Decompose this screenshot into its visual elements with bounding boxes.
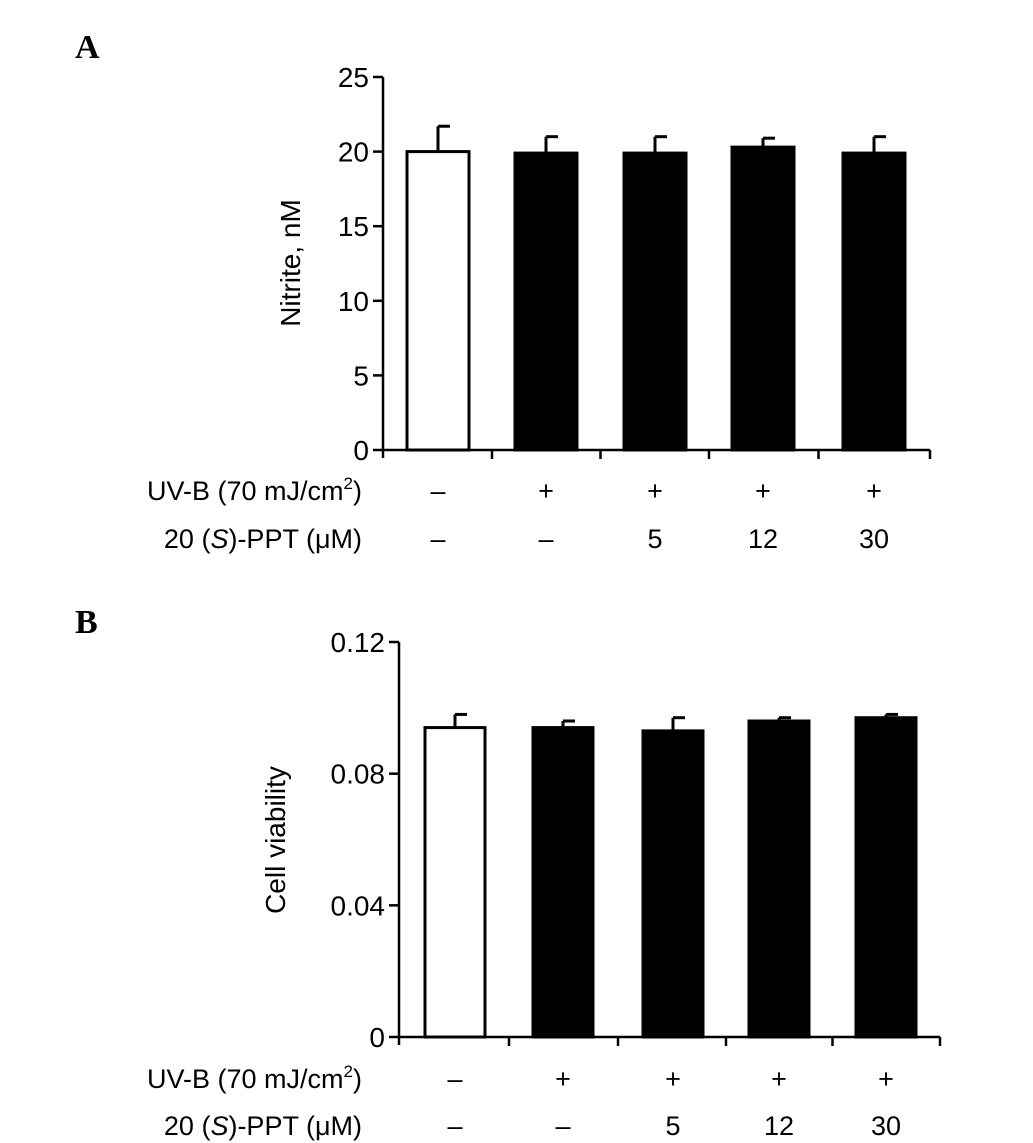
condition-row-label: UV-B (70 mJ/cm2)	[147, 1062, 362, 1094]
condition-value: –	[430, 476, 445, 506]
bar	[423, 726, 487, 1039]
condition-label-text: UV-B (70 mJ/cm	[147, 1064, 344, 1094]
y-tick-label: 0	[353, 435, 369, 466]
condition-label-superscript: 2	[344, 474, 353, 493]
bar	[531, 726, 595, 1039]
condition-value: +	[878, 1064, 894, 1094]
condition-label-end: )	[353, 476, 362, 506]
condition-value: –	[447, 1064, 462, 1094]
y-tick-label: 5	[353, 360, 369, 391]
y-axis-label: Cell viability	[260, 766, 291, 914]
y-tick-label: 0.04	[331, 890, 386, 921]
panel-letter: B	[75, 604, 98, 641]
condition-row-label: UV-B (70 mJ/cm2)	[147, 474, 362, 506]
bar	[405, 150, 471, 452]
y-tick-label: 0.08	[331, 759, 386, 790]
condition-value: –	[447, 1111, 462, 1141]
condition-label-suffix: )-PPT (μM)	[228, 1111, 362, 1141]
bar	[513, 151, 579, 452]
bar	[622, 151, 688, 452]
condition-value: 30	[859, 524, 889, 554]
bar	[841, 151, 907, 452]
bar	[730, 145, 796, 452]
condition-label-suffix: )-PPT (μM)	[228, 524, 362, 554]
y-tick-label: 0.12	[331, 627, 386, 658]
condition-value: –	[555, 1111, 570, 1141]
condition-label-prefix: 20 (	[164, 1111, 211, 1141]
condition-value: +	[538, 476, 554, 506]
y-tick-label: 15	[338, 211, 369, 242]
condition-value: +	[866, 476, 882, 506]
condition-value: +	[771, 1064, 787, 1094]
bar	[641, 729, 705, 1039]
bar	[747, 719, 811, 1039]
condition-value: +	[555, 1064, 571, 1094]
y-tick-label: 25	[338, 62, 369, 93]
condition-label-superscript: 2	[344, 1062, 353, 1081]
y-axis-label: Nitrite, nM	[275, 199, 306, 327]
panel-letter: A	[75, 29, 100, 66]
y-tick-label: 0	[369, 1022, 385, 1053]
condition-value: 5	[665, 1111, 680, 1141]
condition-row-label: 20 (S)-PPT (μM)	[164, 524, 362, 554]
condition-value: 30	[871, 1111, 901, 1141]
y-tick-label: 10	[338, 286, 369, 317]
condition-value: –	[430, 524, 445, 554]
condition-label-prefix: 20 (	[164, 524, 211, 554]
condition-label-end: )	[353, 1064, 362, 1094]
condition-label-text: UV-B (70 mJ/cm	[147, 476, 344, 506]
condition-label-italic: S	[210, 524, 228, 554]
condition-value: +	[665, 1064, 681, 1094]
y-tick-label: 20	[338, 137, 369, 168]
condition-label-italic: S	[210, 1111, 228, 1141]
condition-value: 12	[764, 1111, 794, 1141]
bar	[854, 716, 918, 1039]
panel-b: B Cell viability 0 0.04 0.08 0.12 UV-B (70 mJ/…	[75, 604, 942, 1141]
condition-value: 12	[748, 524, 778, 554]
condition-value: +	[755, 476, 771, 506]
condition-value: –	[538, 524, 553, 554]
condition-value: +	[647, 476, 663, 506]
condition-value: 5	[647, 524, 662, 554]
condition-row-label: 20 (S)-PPT (μM)	[164, 1111, 362, 1141]
